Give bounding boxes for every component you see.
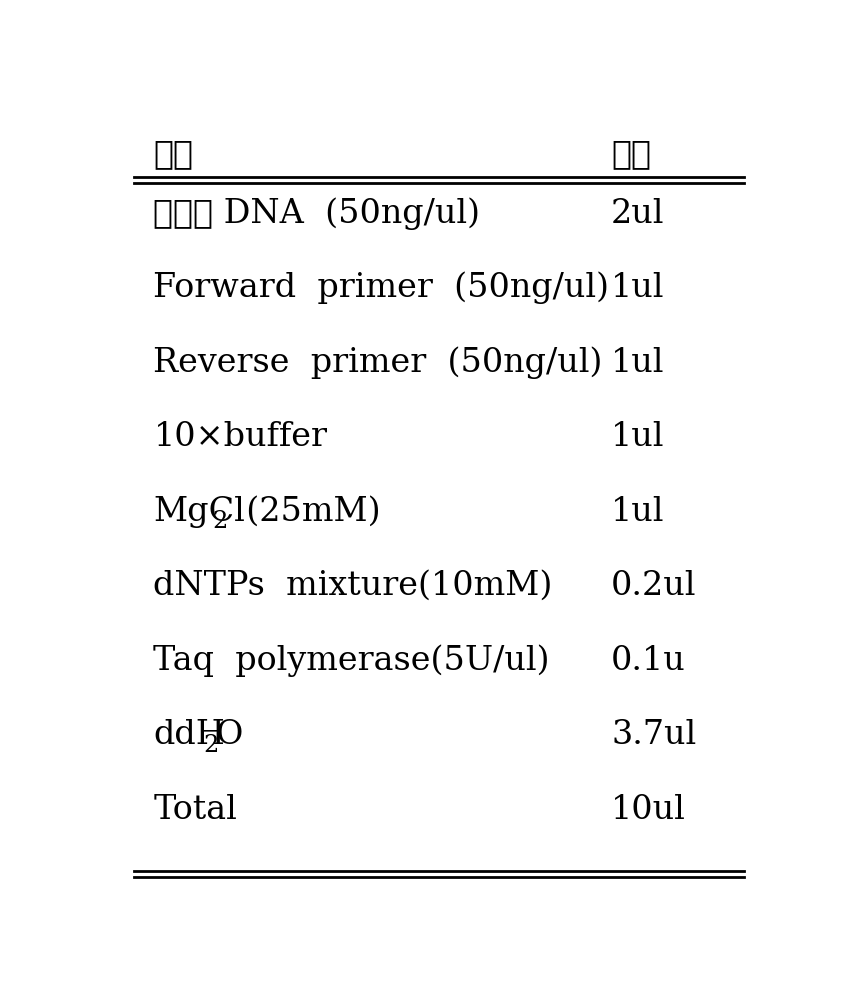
Text: 体积: 体积 [611,139,651,171]
Text: 1ul: 1ul [611,496,664,528]
Text: Total: Total [153,793,237,825]
Text: O: O [215,720,242,751]
Text: 1ul: 1ul [611,272,664,304]
Text: 3.7ul: 3.7ul [611,720,697,751]
Text: Reverse  primer  (50ng/ul): Reverse primer (50ng/ul) [153,346,603,379]
Text: Forward  primer  (50ng/ul): Forward primer (50ng/ul) [153,271,609,304]
Text: (25mM): (25mM) [225,496,381,528]
Text: 油菜总 DNA  (50ng/ul): 油菜总 DNA (50ng/ul) [153,198,480,230]
Text: 0.1u: 0.1u [611,645,686,677]
Text: 2ul: 2ul [611,198,664,230]
Text: 1ul: 1ul [611,346,664,378]
Text: 10ul: 10ul [611,793,686,825]
Text: 2: 2 [203,734,218,756]
Text: Taq  polymerase(5U/ul): Taq polymerase(5U/ul) [153,645,550,677]
Text: ddH: ddH [153,720,225,751]
Text: 2: 2 [211,510,227,533]
Text: 1ul: 1ul [611,421,664,453]
Text: 0.2ul: 0.2ul [611,570,697,602]
Text: dNTPs  mixture(10mM): dNTPs mixture(10mM) [153,570,553,602]
Text: 成份: 成份 [153,139,193,171]
Text: 10×buffer: 10×buffer [153,421,328,453]
Text: MgCl: MgCl [153,496,246,528]
